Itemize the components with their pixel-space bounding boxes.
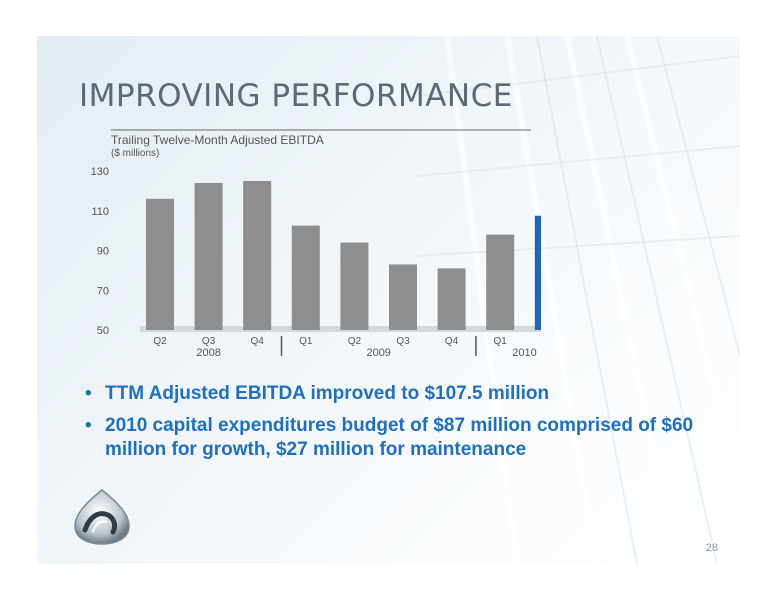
page-title: IMPROVING PERFORMANCE bbox=[79, 78, 513, 114]
chart-title: Trailing Twelve-Month Adjusted EBITDA bbox=[111, 133, 324, 147]
x-tick-label: Q2 bbox=[153, 336, 167, 347]
bullet-text: 2010 capital expenditures budget of $87 … bbox=[105, 415, 694, 460]
bar-3 bbox=[291, 225, 320, 330]
bar-0 bbox=[146, 198, 174, 330]
bullet-dot-icon: • bbox=[85, 415, 92, 436]
ebitda-bar-chart: Trailing Twelve-Month Adjusted EBITDA ($… bbox=[91, 129, 541, 359]
y-tick-label: 50 bbox=[97, 325, 109, 337]
chart-subtitle: ($ millions) bbox=[111, 148, 159, 159]
bullet-item: • TTM Adjusted EBITDA improved to $107.5 … bbox=[85, 382, 715, 406]
bullet-item: • 2010 capital expenditures budget of $87… bbox=[85, 414, 715, 462]
bar-5 bbox=[389, 264, 417, 330]
year-label: 2009 bbox=[366, 347, 390, 359]
bullet-dot-icon: • bbox=[85, 383, 92, 404]
y-tick-label: 130 bbox=[91, 166, 109, 178]
y-tick-label: 70 bbox=[97, 285, 109, 297]
year-label: 2010 bbox=[512, 347, 536, 359]
bar-2 bbox=[243, 180, 272, 330]
bar-4 bbox=[340, 242, 369, 330]
x-tick-label: Q1 bbox=[299, 336, 313, 347]
bar-8 bbox=[534, 215, 541, 330]
background-building-image bbox=[416, 36, 740, 564]
x-tick-label: Q2 bbox=[348, 336, 362, 347]
year-label: 2008 bbox=[196, 347, 220, 359]
x-tick-label: Q4 bbox=[445, 336, 459, 347]
x-tick-label: Q3 bbox=[202, 336, 216, 347]
y-tick-label: 110 bbox=[91, 206, 109, 218]
page-number: 28 bbox=[705, 542, 718, 554]
y-tick-label: 90 bbox=[97, 246, 109, 258]
bullet-list: • TTM Adjusted EBITDA improved to $107.5 … bbox=[85, 382, 715, 470]
x-tick-label: Q4 bbox=[251, 336, 265, 347]
x-tick-label: Q1 bbox=[494, 336, 508, 347]
slide: IMPROVING PERFORMANCE Trailing Twelve-Mo… bbox=[37, 36, 740, 564]
bar-7 bbox=[486, 234, 515, 330]
bar-6 bbox=[437, 268, 466, 330]
company-logo-icon bbox=[74, 489, 130, 545]
bullet-text: TTM Adjusted EBITDA improved to $107.5 m… bbox=[105, 383, 550, 404]
x-tick-label: Q3 bbox=[396, 336, 410, 347]
bar-1 bbox=[194, 182, 223, 330]
